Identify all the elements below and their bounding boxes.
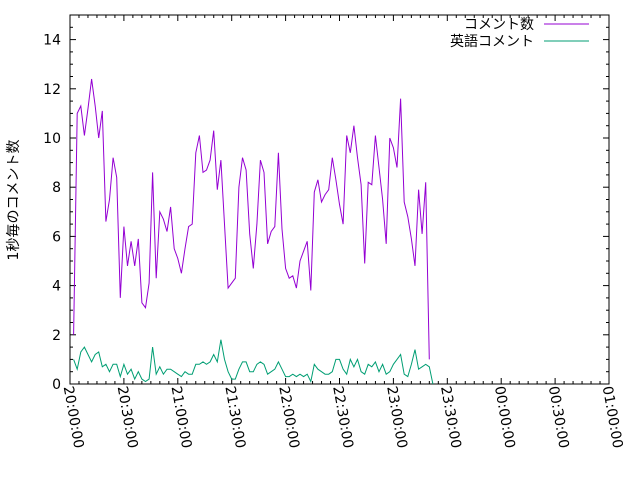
- x-tick-label: 22:30:00: [329, 385, 356, 450]
- x-tick-label: 00:30:00: [545, 385, 572, 450]
- series-layer: [73, 78, 434, 385]
- x-tick-label: 22:00:00: [275, 385, 302, 450]
- y-tick-label: 6: [52, 229, 61, 245]
- series-line-2: [73, 339, 434, 385]
- x-tick-label: 21:30:00: [221, 385, 248, 450]
- y-tick-label: 10: [43, 131, 61, 147]
- y-axis-label: 1秒毎のコメント数: [6, 140, 22, 261]
- x-tick-label: 21:00:00: [168, 385, 195, 450]
- x-tick-label: 00:00:00: [491, 385, 518, 450]
- x-tick-label: 20:00:00: [60, 385, 87, 450]
- axes: 0 2 4 6 8 10 12 14 20:00:00 20:30:00 21:00:00 21:30…: [43, 14, 626, 450]
- x-tick-label: 01:00:00: [599, 385, 626, 450]
- y-tick-label: 12: [43, 82, 61, 98]
- y-tick-label: 0: [52, 377, 61, 393]
- y-tick-label: 4: [52, 279, 61, 295]
- series-line-1: [73, 78, 430, 360]
- y-tick-label: 14: [43, 33, 61, 49]
- plot-border: [69, 14, 610, 385]
- x-tick-label: 23:30:00: [437, 385, 464, 450]
- legend-label-1: コメント数: [464, 17, 534, 33]
- y-tick-label: 8: [52, 180, 61, 196]
- x-tick-label: 20:30:00: [114, 385, 141, 450]
- x-tick-label: 23:00:00: [383, 385, 410, 450]
- legend-label-2: 英語コメント: [450, 33, 534, 50]
- y-tick-label: 2: [52, 328, 61, 344]
